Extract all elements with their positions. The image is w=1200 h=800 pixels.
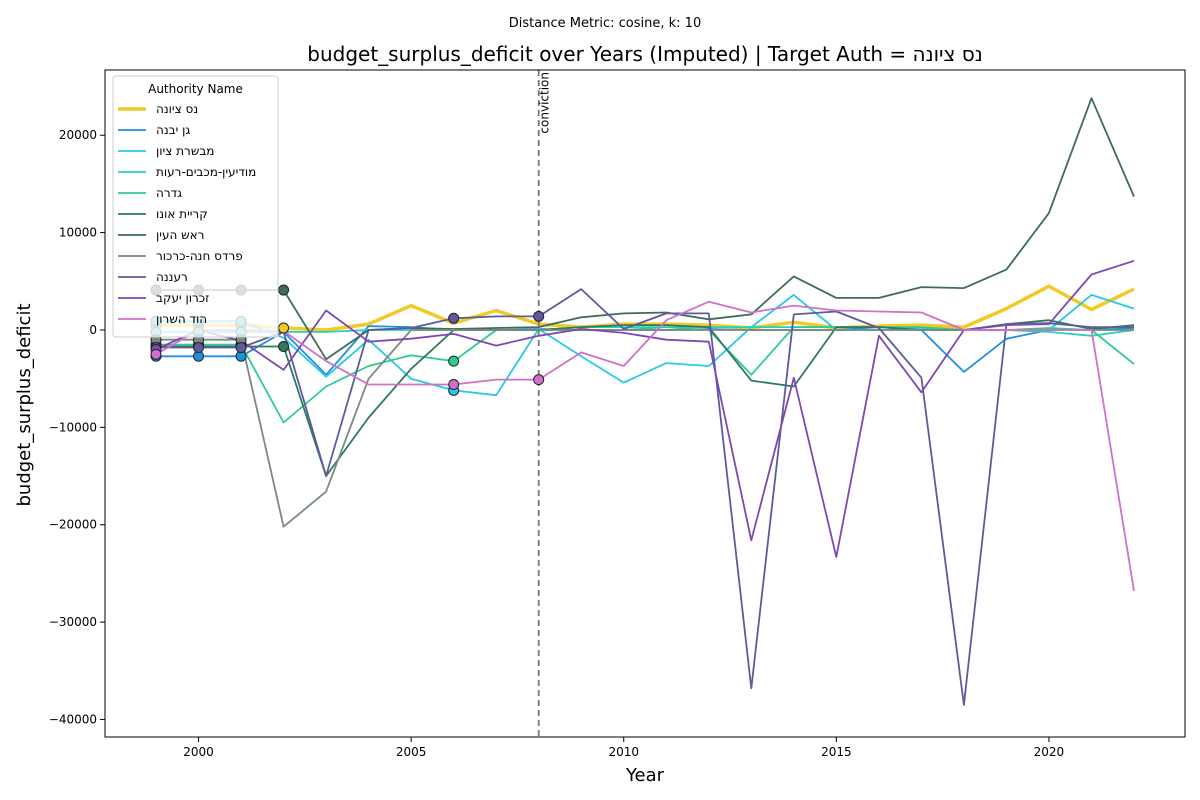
legend-label: זכרון יעקב [156, 291, 209, 305]
legend-label: נס ציונה [156, 102, 198, 116]
series-line [155, 300, 1135, 592]
legend-label: ראש העין [156, 228, 204, 242]
conviction-marker: conviction [538, 70, 552, 737]
y-tick-label: −40000 [49, 712, 97, 726]
imputed-point [448, 312, 460, 324]
legend-label: רעננה [156, 270, 188, 284]
imputed-point [193, 342, 205, 354]
chart-title: budget_surplus_deficit over Years (Imput… [307, 42, 982, 66]
series-line [156, 325, 1135, 376]
legend-label: מבשרת ציון [156, 144, 214, 158]
series-line [156, 284, 1135, 332]
legend-label: פרדס חנה-כרכור [156, 249, 243, 263]
imputed-point [448, 355, 460, 367]
conviction-label: conviction [538, 72, 552, 134]
series-line [156, 288, 1134, 706]
chart-suptitle: Distance Metric: cosine, k: 10 [509, 16, 701, 31]
imputed-point [533, 374, 545, 386]
series-lines [155, 97, 1135, 706]
legend-label: מודיעין-מכבים-רעות [156, 165, 256, 179]
legend-label: קריית אונו [156, 207, 208, 221]
imputed-point [278, 322, 290, 334]
series-line [156, 97, 1135, 361]
y-axis-label: budget_surplus_deficit [14, 303, 35, 506]
imputed-point [278, 284, 290, 296]
legend: Authority Name נס ציונה גן יבנה מבשרת ציון מ… [112, 75, 279, 338]
imputed-point [278, 341, 290, 353]
y-tick-label: −30000 [49, 615, 97, 629]
x-tick-label: 2020 [1034, 745, 1065, 759]
y-tick-label: −20000 [49, 518, 97, 532]
legend-label: גדרה [156, 186, 182, 200]
legend-label: הוד השרון [156, 312, 207, 326]
imputed-point [150, 348, 162, 360]
series-line [156, 326, 1135, 424]
legend-title: Authority Name [148, 82, 243, 96]
imputed-point [448, 379, 460, 391]
x-tick-label: 2000 [183, 745, 214, 759]
imputed-point [533, 310, 545, 322]
axis-ticks: 2000 2005 2010 2015 2020 −40000 −30000 −20000 −1… [49, 128, 1064, 759]
series-line [155, 259, 1135, 558]
plot-frame [104, 69, 1186, 738]
y-tick-label: −10000 [49, 420, 97, 434]
y-tick-label: 20000 [59, 128, 97, 142]
legend-box [112, 75, 279, 338]
y-tick-label: 10000 [59, 226, 97, 240]
x-tick-label: 2015 [821, 745, 852, 759]
x-tick-label: 2005 [396, 745, 427, 759]
y-tick-label: 0 [89, 323, 97, 337]
x-axis-label: Year [625, 765, 665, 786]
imputed-point [235, 342, 247, 354]
legend-label: גן יבנה [156, 123, 190, 137]
x-tick-label: 2010 [608, 745, 639, 759]
